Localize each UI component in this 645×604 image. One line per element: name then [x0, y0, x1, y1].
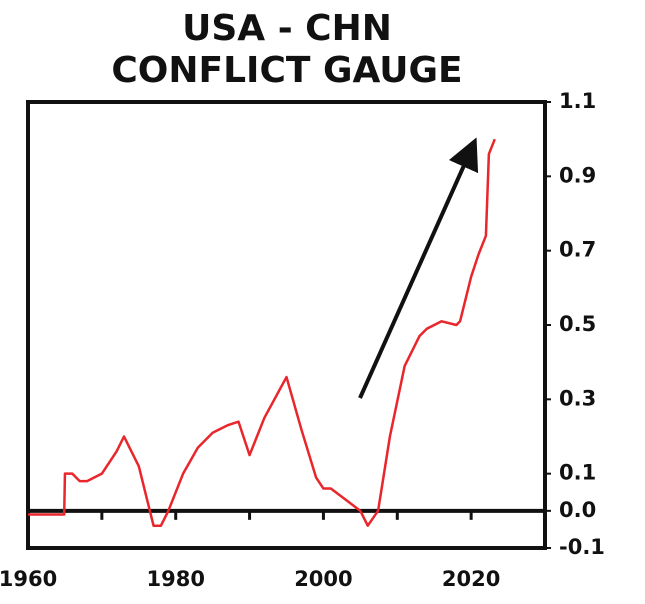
y-tick-label: 0.5	[559, 312, 596, 336]
y-tick-label: -0.1	[559, 535, 605, 559]
y-tick-label: 1.1	[559, 89, 596, 113]
y-tick-label: 0.7	[559, 238, 596, 262]
x-tick-label: 2000	[294, 567, 352, 591]
y-tick-label: 0.3	[559, 386, 596, 410]
trend-arrow	[358, 137, 479, 399]
y-tick-label: 0.0	[559, 498, 596, 522]
x-tick-label: 1960	[0, 567, 57, 591]
data-line	[28, 138, 496, 527]
y-tick-label: 0.9	[559, 163, 596, 187]
plot-frame	[26, 100, 547, 550]
y-tick-label: 0.1	[559, 461, 596, 485]
x-tick-label: 1980	[146, 567, 204, 591]
chart-title: USA - CHN	[182, 8, 392, 49]
chart-title: CONFLICT GAUGE	[111, 50, 462, 91]
x-tick-label: 2020	[442, 567, 500, 591]
